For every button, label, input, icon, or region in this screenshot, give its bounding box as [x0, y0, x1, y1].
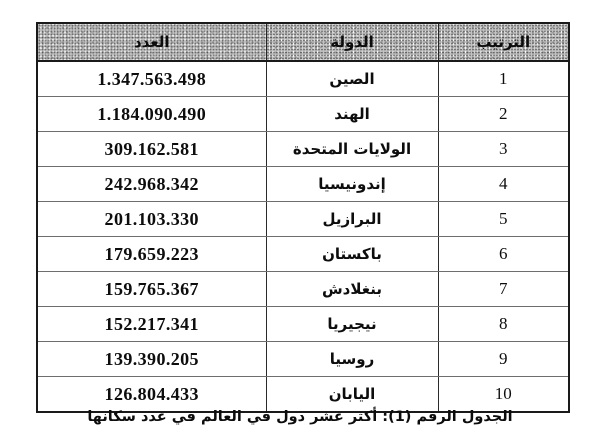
- rank-cell: 2: [437, 96, 570, 132]
- population-cell: 126.804.433: [36, 376, 267, 413]
- rank-cell: 3: [437, 131, 570, 167]
- rank-cell: 5: [437, 201, 570, 237]
- table-row: 1.347.563.498 الصين 1: [36, 60, 570, 97]
- table-row: 309.162.581 الولايات المتحدة 3: [36, 131, 570, 167]
- table-row: 201.103.330 البرازيل 5: [36, 201, 570, 237]
- population-cell: 179.659.223: [36, 236, 267, 272]
- country-cell: البرازيل: [265, 201, 439, 237]
- country-cell: بنغلادش: [265, 271, 439, 307]
- rank-cell: 10: [437, 376, 570, 413]
- header-country: الدولة: [265, 23, 439, 62]
- country-cell: الصين: [265, 60, 439, 97]
- table-row: 242.968.342 إندونيسيا 4: [36, 166, 570, 202]
- country-cell: الولايات المتحدة: [265, 131, 439, 167]
- country-cell: روسيا: [265, 341, 439, 377]
- population-table: العدد الدولة الترتيب 1.347.563.498 الصين…: [36, 22, 570, 413]
- country-cell: نيجيريا: [265, 306, 439, 342]
- population-cell: 201.103.330: [36, 201, 267, 237]
- header-number: العدد: [36, 23, 267, 62]
- population-cell: 159.765.367: [36, 271, 267, 307]
- header-rank: الترتيب: [437, 23, 570, 62]
- table-row: 152.217.341 نيجيريا 8: [36, 306, 570, 342]
- population-cell: 139.390.205: [36, 341, 267, 377]
- rank-cell: 6: [437, 236, 570, 272]
- rank-cell: 4: [437, 166, 570, 202]
- population-cell: 309.162.581: [36, 131, 267, 167]
- country-cell: اليابان: [265, 376, 439, 413]
- table-caption: الجدول الرقم (1): أكثر عشر دول في العالم…: [87, 409, 513, 425]
- population-cell: 1.184.090.490: [36, 96, 267, 132]
- rank-cell: 1: [437, 60, 570, 97]
- country-cell: إندونيسيا: [265, 166, 439, 202]
- rank-cell: 8: [437, 306, 570, 342]
- table-row: 179.659.223 باكستان 6: [36, 236, 570, 272]
- population-cell: 152.217.341: [36, 306, 267, 342]
- country-cell: الهند: [265, 96, 439, 132]
- rank-cell: 9: [437, 341, 570, 377]
- table-row: 139.390.205 روسيا 9: [36, 341, 570, 377]
- table-row: 159.765.367 بنغلادش 7: [36, 271, 570, 307]
- country-cell: باكستان: [265, 236, 439, 272]
- population-cell: 1.347.563.498: [36, 60, 267, 97]
- rank-cell: 7: [437, 271, 570, 307]
- population-cell: 242.968.342: [36, 166, 267, 202]
- table-row: 1.184.090.490 الهند 2: [36, 96, 570, 132]
- table-header-row: العدد الدولة الترتيب: [36, 23, 570, 62]
- table-row: 126.804.433 اليابان 10: [36, 376, 570, 413]
